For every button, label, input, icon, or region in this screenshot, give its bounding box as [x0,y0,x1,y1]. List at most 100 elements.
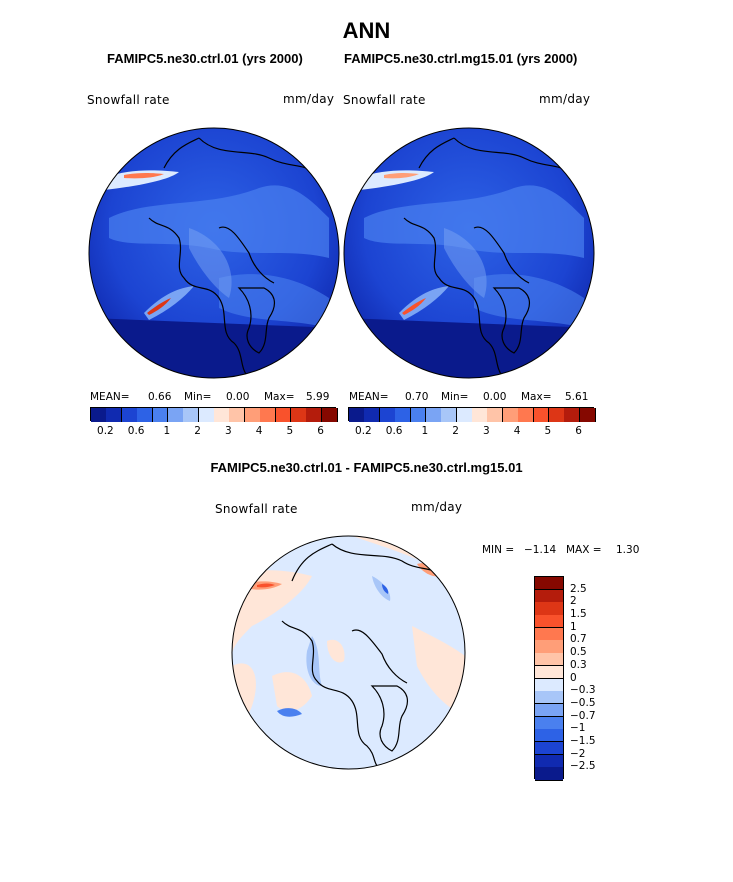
panel1-colorbar-swatch [152,408,169,422]
panel2-colorbar-swatch [548,408,565,422]
diff-colorbar [534,576,564,781]
panel1-colorbar-tick-label: 1 [163,425,171,437]
panel1-colorbar-tick-label: 0.6 [127,425,145,437]
panel1-colorbar-swatch [260,408,276,422]
diff-field-pos-strong-2 [257,583,275,588]
panel2-field-orange-2 [402,298,426,315]
panel1-colorbar-tick-label: 0.2 [97,425,114,437]
panel1-colorbar-swatch [244,408,261,422]
panel1-colorbar-tick-label: 3 [225,425,232,437]
panel2-colorbar-swatch [349,408,365,422]
panel1-field-orange-2 [147,298,171,315]
panel2-colorbar-swatch [579,408,596,422]
panel2-colorbar-swatch [472,408,488,422]
diff-field-neg-3 [277,708,302,717]
diff-colorbar-swatch [535,678,563,692]
panel2-colorbar-tick-label: 1 [421,425,429,437]
diff-colorbar-swatch [535,602,563,616]
diff-field-pos-6 [327,639,345,663]
diff-colorbar-tick-label: 0 [570,671,577,684]
panel2-colorbar-swatch [410,408,427,422]
panel2-colorbar-swatch [564,408,581,422]
panel1-field-orange-1 [124,173,164,179]
panel2-max-label: Max= [521,391,552,403]
panel2-min-label: Min= [441,391,469,403]
diff-field-pos-5 [272,672,312,712]
panel2-mean-value: 0.70 [405,391,429,403]
panel2-field-mid-1 [364,185,584,258]
panel2-colorbar-tick-label: 4 [513,425,521,437]
diff-colorbar-swatch [535,627,563,641]
diff-colorbar-swatch [535,767,563,781]
diff-units-label: mm/day [411,500,463,514]
panel2-colorbar-tick-label: 0.6 [385,425,403,437]
panel1-colorbar-swatch [321,408,338,422]
diff-colorbar-tick-label: 0.7 [570,633,587,646]
panel1-colorbar-tick-label: 2 [194,425,201,437]
diff-colorbar-tick-label: −2 [570,747,586,760]
panel1-mean-label: MEAN= [90,391,130,403]
panel1-map-border [88,127,340,379]
panel1-colorbar-swatch [229,408,246,422]
panel2-colorbar-swatch [425,408,442,422]
panel2-field-mid-3 [444,228,487,298]
diff-colorbar-tick-label: −0.7 [570,709,596,722]
panel1-colorbar-swatch [137,408,153,422]
panel2-mean-label: MEAN= [349,391,389,403]
panel1-colorbar-swatch [306,408,323,422]
panel1-field-light-2 [144,286,194,320]
panel2-colorbar-tick-label: 2 [452,425,459,437]
panel2-max-value: 5.61 [565,391,589,403]
diff-colorbar-tick-label: 2 [570,595,577,608]
panel2-colorbar [348,407,596,422]
diff-colorbar-swatch [535,615,563,629]
panel2-map [343,127,595,379]
panel1-coastline-2 [237,287,276,354]
panel1-coastline-1 [148,137,315,378]
diff-colorbar-tick-label: −1 [570,722,586,735]
diff-coastline-1 [281,543,443,769]
panel1-colorbar-swatch [91,408,107,422]
panel1-case-title: FAMIPC5.ne30.ctrl.01 (yrs 2000) [107,51,303,66]
diff-colorbar-swatch [535,716,563,730]
panel1-colorbar-swatch [183,408,200,422]
panel1-colorbar-swatch [167,408,184,422]
diff-max-label: MAX = [566,544,602,556]
panel2-map-border [343,127,595,379]
panel1-colorbar-swatch [121,408,138,422]
panel1-max-value: 5.99 [306,391,330,403]
diff-field-neg-2 [372,576,391,601]
diff-colorbar-tick-label: 2.5 [570,582,587,595]
diff-colorbar-tick-label: −2.5 [570,760,596,773]
panel1-colorbar-swatch [198,408,215,422]
panel1-field-low-bottom [89,318,339,378]
diff-field-pos-1 [232,570,312,656]
diff-colorbar-swatch [535,703,563,718]
diff-max-value: 1.30 [616,544,640,556]
panel1-colorbar-tick-label: 6 [317,425,324,437]
diff-colorbar-swatch [535,665,563,679]
diff-map-border [231,535,466,770]
main-title: ANN [342,18,391,43]
panel2-colorbar-swatch [441,408,458,422]
panel1-colorbar-ticks: 0.2 0.6 1 2 3 4 5 6 [90,425,336,439]
panel2-variable-label: Snowfall rate [343,93,426,107]
panel1-colorbar-swatch [290,408,307,422]
diff-colorbar-swatch [535,640,563,654]
diff-field-neg-1 [306,636,322,686]
panel1-colorbar-swatch [214,408,230,422]
diff-map [231,535,466,770]
diff-field-pos-4 [412,626,465,716]
panel2-units-label: mm/day [539,92,591,106]
panel2-coastline-1 [403,137,570,378]
panel2-colorbar-swatch [502,408,519,422]
panel2-field-orange-1 [384,173,419,179]
panel2-field-low-bottom [344,318,594,378]
diff-colorbar-tick-label: 0.3 [570,658,587,671]
panel2-field-light-2 [399,286,449,320]
diff-colorbar-ticks: 2.5 2 1.5 1 0.7 0.5 0.3 0 −0.3 −0.5 −0.7 −1 −1.5 −2 −2… [570,576,630,779]
diff-colorbar-swatch [535,577,563,591]
panel2-colorbar-tick-label: 6 [575,425,582,437]
panel1-field-mid-1 [109,185,329,258]
diff-title: FAMIPC5.ne30.ctrl.01 - FAMIPC5.ne30.ctrl… [210,460,523,475]
